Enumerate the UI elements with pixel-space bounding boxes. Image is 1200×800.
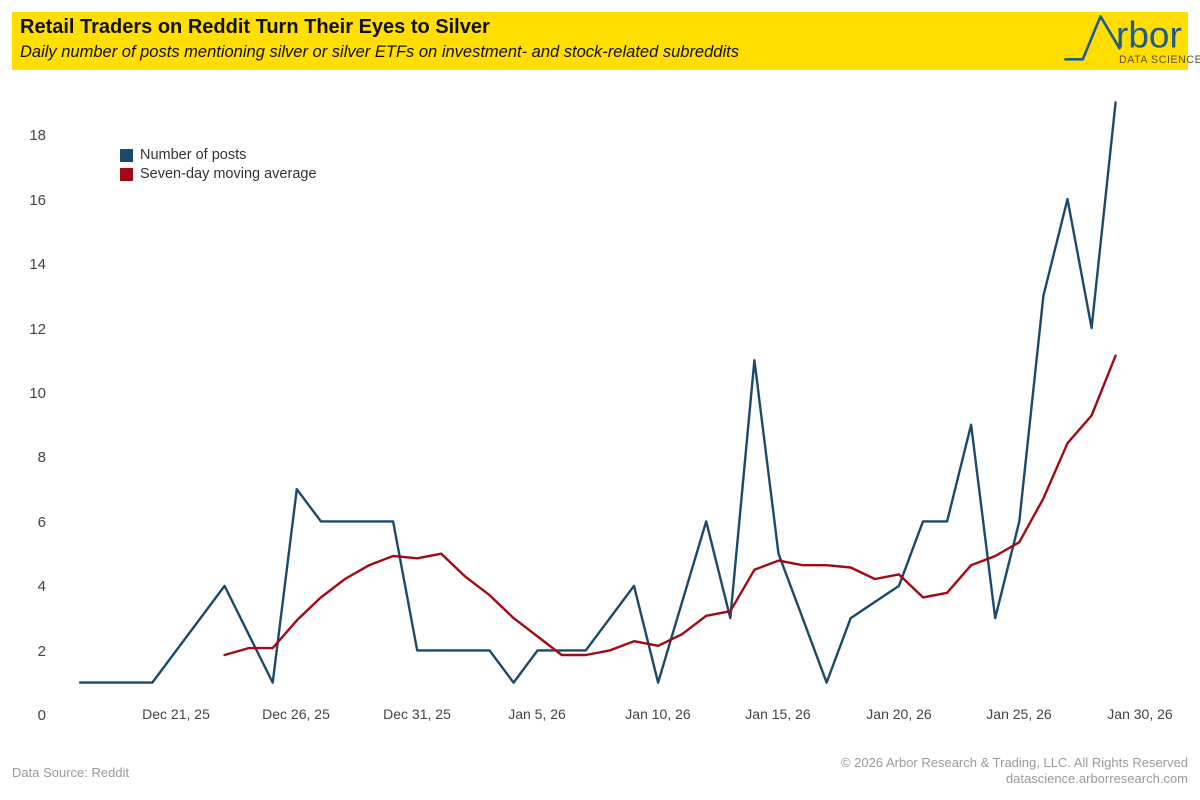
svg-text:rbor: rbor bbox=[1116, 15, 1182, 56]
svg-text:DATA SCIENCE: DATA SCIENCE bbox=[1119, 54, 1200, 66]
